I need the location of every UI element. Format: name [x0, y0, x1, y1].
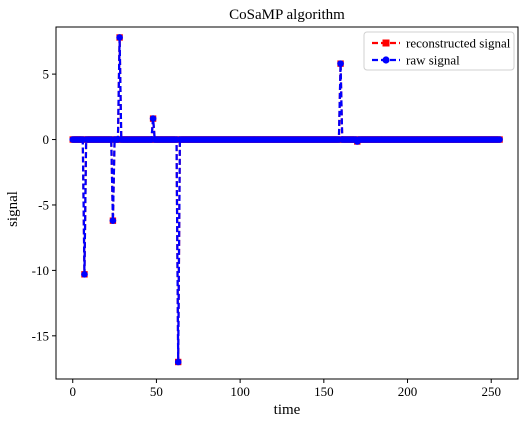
- series-markers-0: [69, 34, 503, 366]
- legend: reconstructed signal raw signal: [363, 31, 515, 71]
- x-tick-label: 200: [398, 384, 418, 399]
- data-point: [109, 217, 117, 224]
- legend-label-1: raw signal: [406, 53, 460, 68]
- plot-frame: [55, 26, 519, 380]
- y-tick-label: -5: [38, 197, 49, 212]
- data-point: [81, 271, 88, 278]
- x-tick-label: 250: [481, 384, 501, 399]
- x-tick-label: 100: [230, 384, 250, 399]
- data-point: [116, 34, 123, 41]
- y-tick-label: 5: [43, 67, 50, 82]
- data-point: [337, 60, 344, 67]
- data-point: [496, 136, 503, 143]
- data-point: [149, 115, 157, 122]
- data-point: [174, 358, 182, 366]
- y-tick-label: -10: [32, 263, 49, 278]
- legend-label-0: reconstructed signal: [406, 36, 511, 51]
- x-tick-label: 50: [150, 384, 163, 399]
- x-tick-label: 150: [314, 384, 334, 399]
- series-line-1: [72, 37, 500, 362]
- chart-title: CoSaMP algorithm: [229, 7, 345, 23]
- legend-box: [363, 31, 515, 71]
- x-axis-title: time: [274, 402, 301, 418]
- y-tick-label: 0: [43, 132, 50, 147]
- y-axis-title: signal: [5, 191, 21, 227]
- plot-area: [69, 34, 503, 366]
- y-tick-label: -15: [32, 328, 49, 343]
- series-markers-1: [69, 34, 503, 366]
- series-line-0: [72, 37, 500, 362]
- legend-marker-1: [382, 56, 390, 64]
- x-tick-label: 0: [69, 384, 76, 399]
- legend-marker-0: [382, 39, 390, 47]
